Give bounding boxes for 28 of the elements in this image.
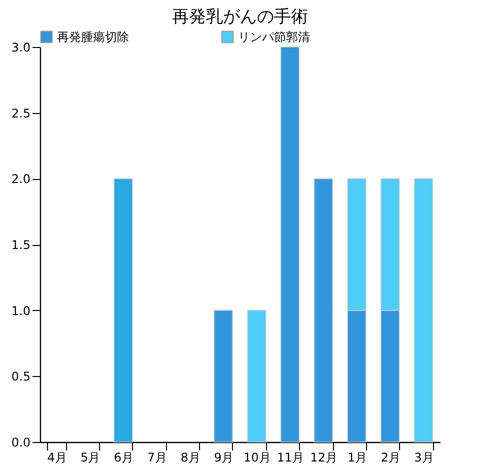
chart-title: 再発乳がんの手術 (172, 7, 308, 27)
y-tick-label: 2.5 (11, 106, 30, 120)
y-tick-label: 1.5 (11, 238, 30, 252)
bar (214, 310, 233, 442)
x-tick-label: 1月 (347, 450, 368, 464)
bar (114, 178, 133, 442)
x-tick-label: 10月 (244, 450, 271, 464)
x-tick-label: 8月 (180, 450, 200, 464)
x-tick-label: 3月 (414, 450, 434, 464)
bar (280, 46, 300, 442)
x-tick-label: 9月 (214, 450, 234, 464)
y-tick-label: 1.0 (11, 304, 30, 318)
x-tick-label: 7月 (147, 450, 167, 464)
bar (314, 178, 333, 442)
x-tick-label: 11月 (276, 450, 304, 464)
x-tick-label: 2月 (380, 450, 400, 464)
x-tick-label: 5月 (80, 450, 100, 464)
y-tick-label: 3.0 (11, 40, 30, 54)
legend-label: リンパ節郭清 (238, 30, 310, 44)
y-tick-label: 0.0 (11, 436, 30, 450)
y-tick-label: 0.5 (11, 370, 30, 384)
legend-label: 再発腫瘍切除 (57, 30, 129, 44)
bar (247, 310, 266, 442)
x-tick-label: 12月 (310, 450, 338, 464)
x-tick-label: 4月 (47, 450, 67, 464)
bar (414, 178, 434, 442)
y-tick-label: 2.0 (11, 172, 30, 186)
x-tick-label: 6月 (114, 450, 134, 464)
